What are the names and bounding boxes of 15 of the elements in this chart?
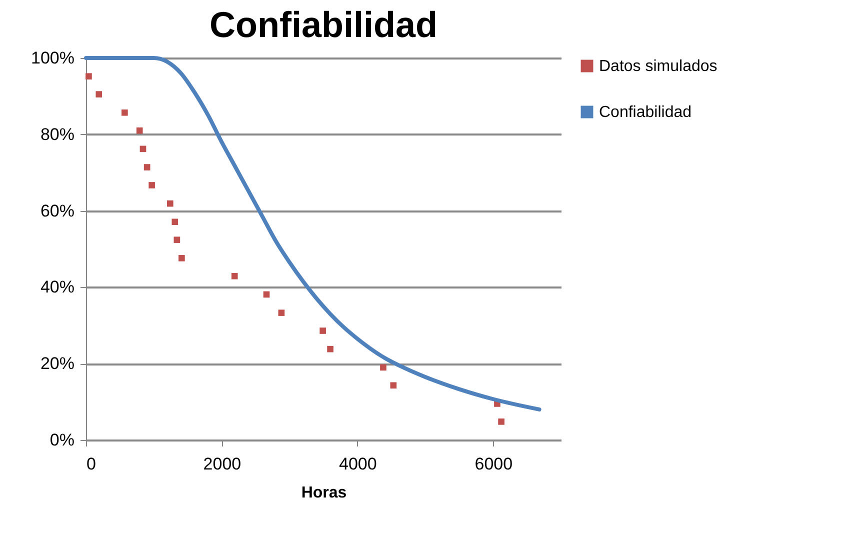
x-tick-label: 6000 [474,454,513,474]
y-tick-label: 100% [31,48,74,68]
y-tick-label: 0% [50,430,74,450]
x-tick-label: 2000 [203,454,242,474]
y-tick-label: 40% [40,278,74,297]
chart-title: Confiabilidad [210,4,438,45]
x-axis-title: Horas [301,484,347,502]
x-tick-label: 0 [86,454,96,474]
y-tick-label: 60% [40,201,74,220]
y-tick-label: 20% [40,354,74,374]
legend-label: Confiabilidad [599,104,692,121]
legend-label: Datos simulados [599,58,718,75]
line-series [84,56,542,412]
x-tick-label: 4000 [339,454,377,474]
y-tick-label: 80% [40,124,74,144]
